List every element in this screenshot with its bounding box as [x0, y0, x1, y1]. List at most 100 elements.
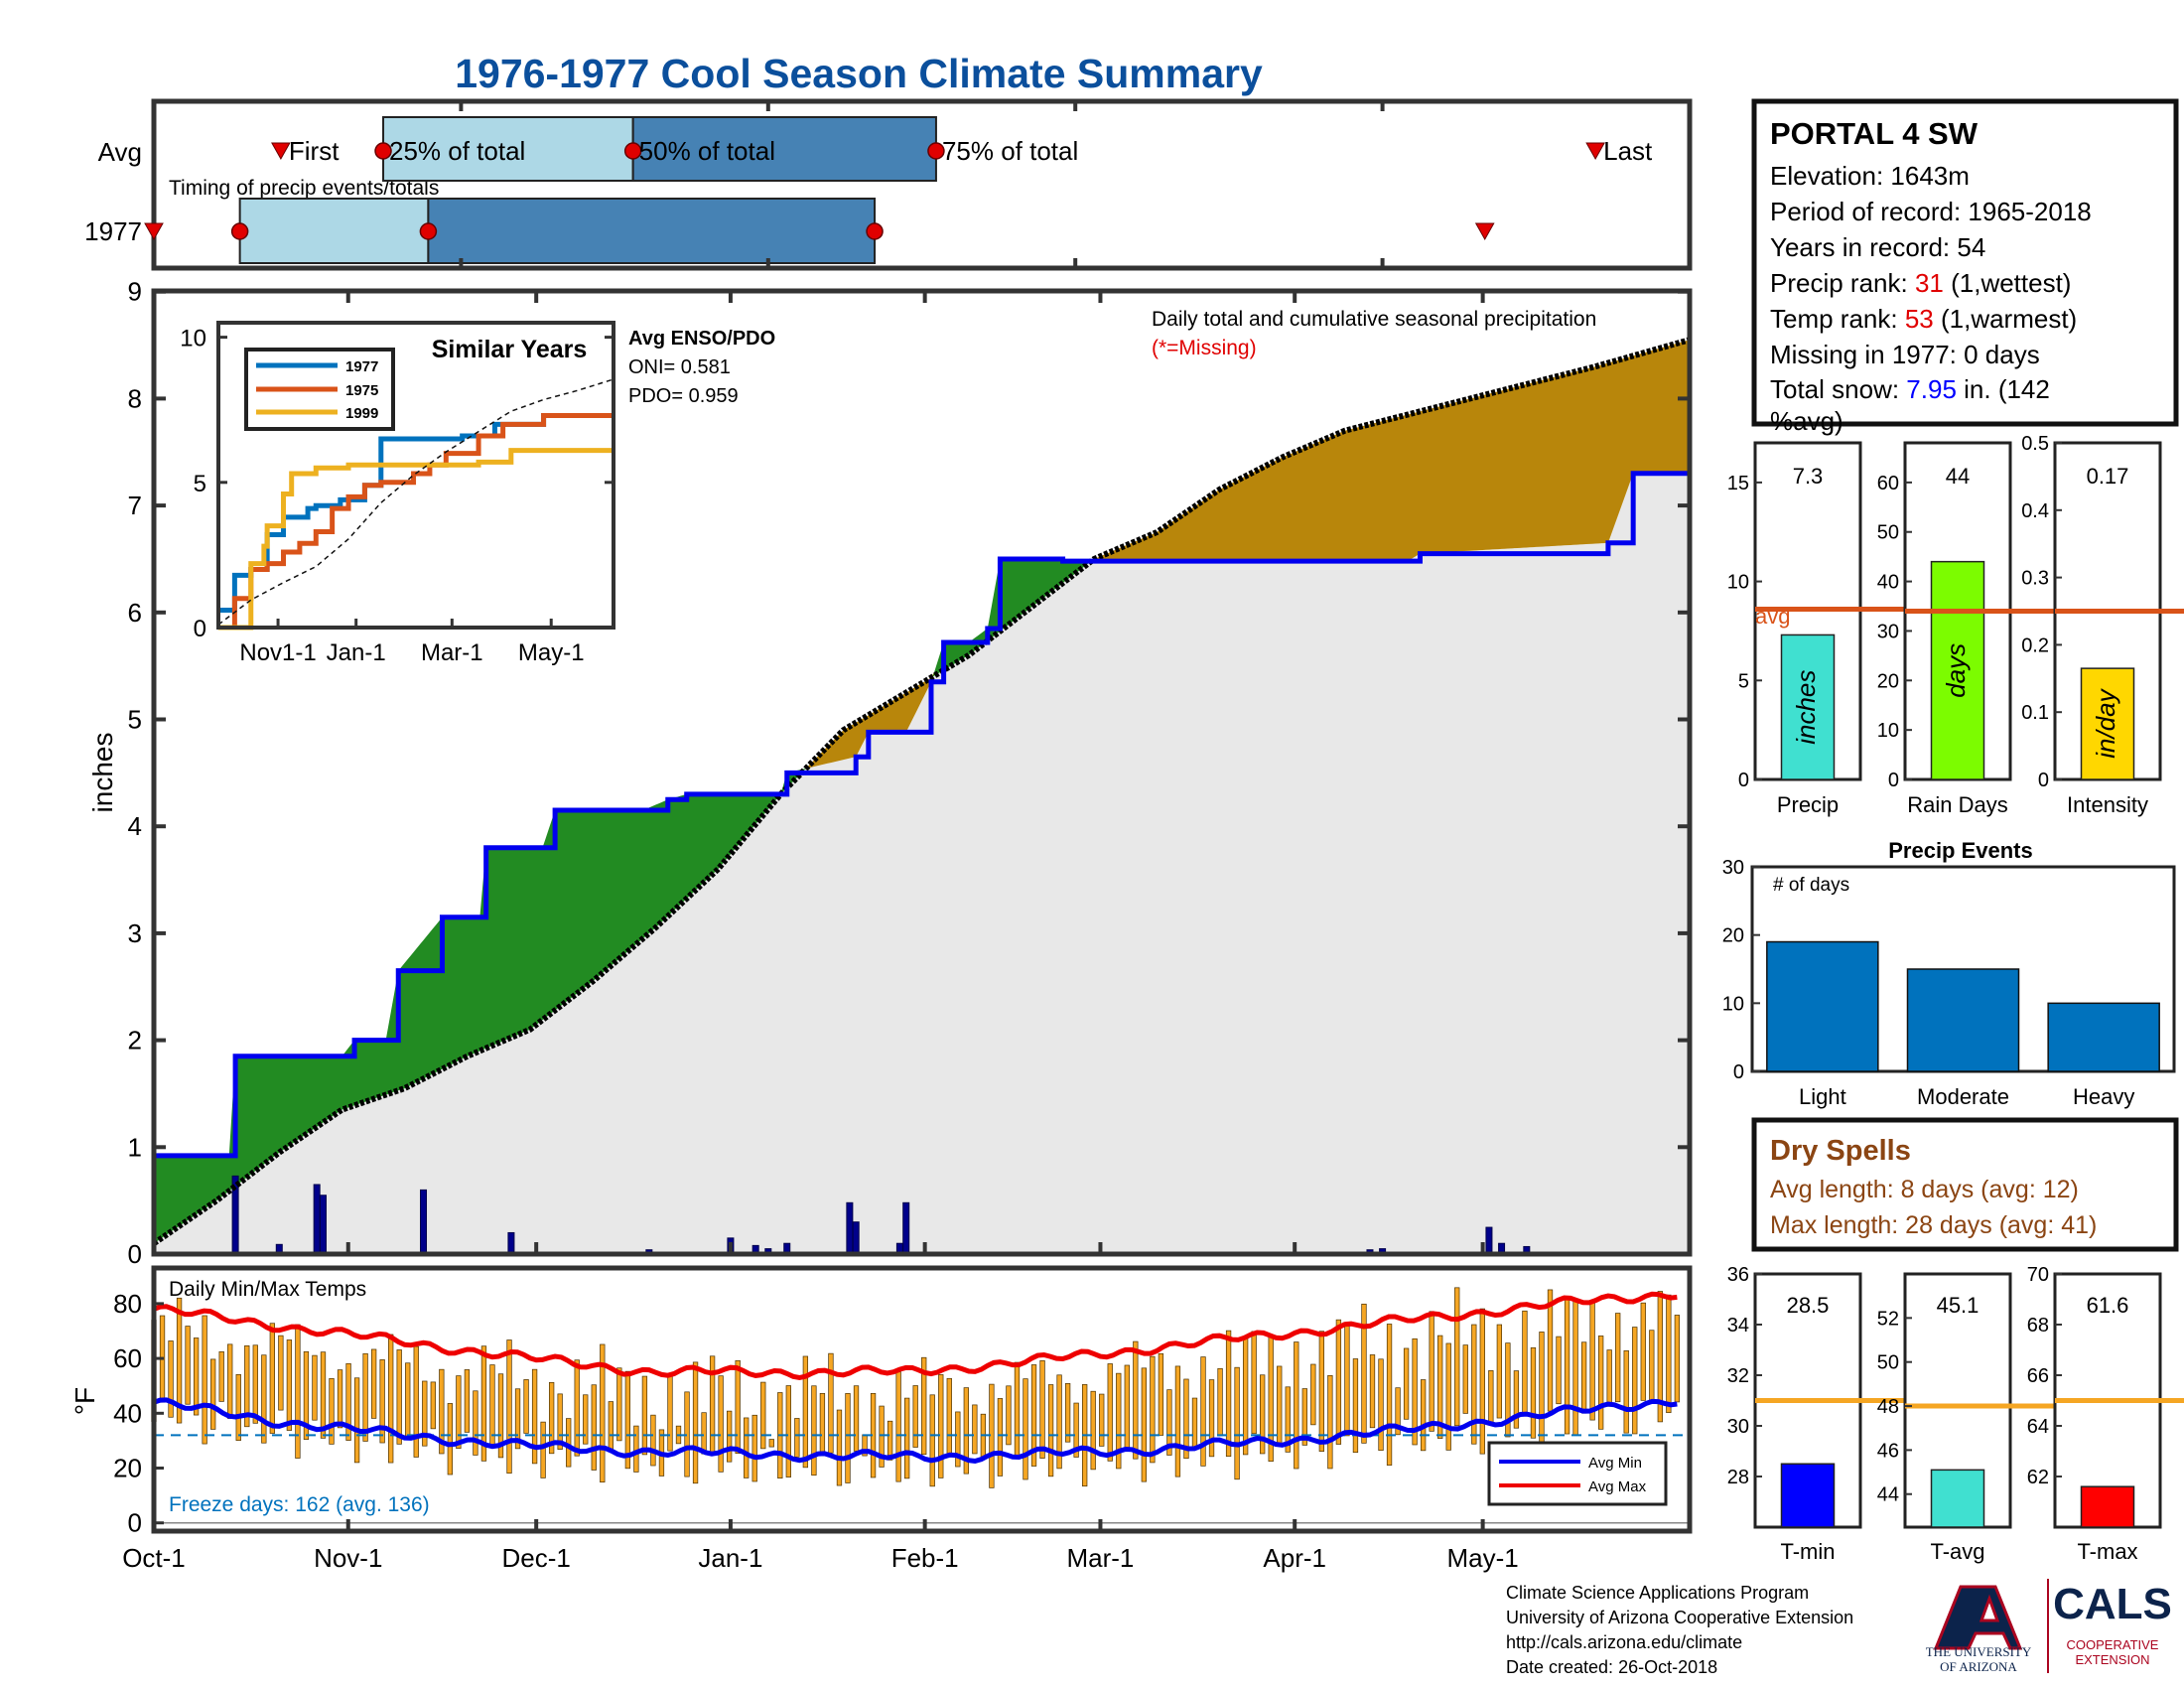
daily-temp-bar	[1445, 1342, 1451, 1451]
daily-temp-bar	[202, 1315, 207, 1445]
daily-temp-bar	[1361, 1303, 1367, 1444]
mini-tick-label: 0.2	[2021, 634, 2049, 656]
daily-temp-bar	[633, 1425, 639, 1473]
inset-y-tick-label: 5	[194, 471, 206, 497]
daily-temp-bar	[1208, 1379, 1215, 1458]
mini-avg-label: avg	[1755, 604, 1790, 629]
daily-temp-bar	[1301, 1388, 1307, 1446]
footer-line-1: Climate Science Applications Program	[1506, 1583, 1809, 1603]
daily-temp-bar	[1623, 1349, 1629, 1434]
month-tick-label: Feb-1	[891, 1543, 959, 1573]
avg-min-line	[153, 1397, 1678, 1465]
daily-temp-bar	[1530, 1346, 1537, 1439]
daily-temp-bar	[921, 1356, 927, 1456]
daily-temp-bar	[286, 1339, 293, 1431]
temp-y-label: °F	[69, 1387, 100, 1415]
daily-temp-bar	[557, 1393, 563, 1450]
mini-tick-label: 60	[1877, 473, 1899, 494]
event-tick-label: 30	[1722, 857, 1744, 879]
temp-frame	[151, 1265, 1693, 1534]
temp-mini-tick-label: 48	[1877, 1396, 1899, 1418]
station-years: Years in record: 54	[1770, 232, 1985, 262]
avg-first-label: First	[289, 136, 340, 166]
daily-temp-bar	[608, 1401, 614, 1452]
daily-temp-bar	[1547, 1289, 1554, 1412]
daily-temp-bar	[1479, 1308, 1485, 1455]
event-bar	[1766, 940, 1879, 1072]
daily-temp-bar	[836, 1409, 843, 1486]
dry-spells-box: Dry Spells Avg length: 8 days (avg: 12) …	[1751, 1117, 2179, 1252]
daily-temp-bar	[252, 1344, 258, 1424]
daily-temp-bar	[929, 1394, 935, 1487]
mini-bar-unit: days	[1941, 643, 1971, 698]
daily-temp-bar	[1580, 1341, 1587, 1414]
main-y-tick-label: 5	[128, 705, 142, 735]
page-title: 1976-1977 Cool Season Climate Summary	[455, 51, 1263, 96]
daily-temp-bar	[1150, 1355, 1156, 1464]
station-snow: Total snow: 7.95 in. (142	[1770, 374, 2050, 404]
dry-avg: Avg length: 8 days (avg: 12)	[1770, 1176, 2079, 1203]
daily-temp-bar	[1294, 1341, 1299, 1470]
ua-a-logo-icon	[1933, 1585, 2023, 1650]
daily-temp-bar	[566, 1418, 572, 1468]
daily-temp-bar	[1657, 1291, 1663, 1423]
cumulative-base-area	[154, 473, 1690, 1254]
year-first-half-box	[238, 198, 430, 264]
mini-tick-label: 0	[2038, 770, 2049, 791]
temp-mini-tick-label: 52	[1877, 1308, 1899, 1330]
daily-temp-bar	[591, 1384, 597, 1471]
daily-temp-bar	[616, 1367, 622, 1442]
temp-y-tick-label: 60	[113, 1343, 142, 1373]
daily-temp-bar	[1099, 1393, 1105, 1447]
daily-temp-bar	[904, 1397, 910, 1479]
daily-temp-bar	[1260, 1374, 1266, 1455]
mini-tick-label: 50	[1877, 522, 1899, 544]
temp-mini-value-label: 28.5	[1787, 1293, 1830, 1318]
inset-title: Similar Years	[432, 336, 588, 363]
daily-temp-bar	[751, 1414, 757, 1482]
daily-temp-bar	[667, 1374, 673, 1452]
daily-temp-bar	[1174, 1365, 1181, 1477]
temp-y-tick-label: 0	[128, 1508, 142, 1538]
mini-value-label: 44	[1946, 464, 1970, 489]
daily-temp-bar	[447, 1403, 453, 1476]
daily-temp-bar	[760, 1381, 766, 1450]
temp-mini-tick-label: 46	[1877, 1440, 1899, 1462]
temperature-panel: 0 20 40 60 80 Daily Min/Max Temps °F Freeze …	[69, 1265, 1693, 1538]
month-tick-label: Nov-1	[314, 1543, 382, 1573]
daily-temp-bar	[370, 1348, 377, 1419]
event-category-label: Heavy	[2073, 1084, 2134, 1109]
daily-temp-bar	[422, 1380, 428, 1447]
daily-temp-bar	[1030, 1364, 1037, 1467]
daily-temp-bar	[735, 1359, 741, 1455]
daily-temp-bar	[811, 1385, 817, 1477]
inset-x-tick-label: Jan-1	[327, 639, 386, 666]
daily-temp-bar	[473, 1390, 478, 1456]
temp-mini-tick-label: 28	[1727, 1467, 1749, 1488]
daily-temp-bar	[1488, 1370, 1494, 1425]
daily-temp-bar	[1615, 1313, 1621, 1403]
daily-temp-bar	[1023, 1378, 1028, 1480]
cals-line-1: COOPERATIVE	[2067, 1637, 2159, 1652]
avg-25-marker	[374, 142, 392, 160]
daily-temp-bar	[1335, 1319, 1342, 1445]
year-cumulative-line	[154, 471, 1690, 1159]
temp-mini-value-label: 45.1	[1937, 1293, 1979, 1318]
daily-temp-bar	[1395, 1387, 1401, 1436]
mini-value-label: 0.17	[2087, 464, 2129, 489]
daily-temp-bar	[1039, 1359, 1045, 1459]
year-50-marker	[419, 222, 438, 240]
daily-temp-bar	[430, 1381, 436, 1430]
temp-y-tick-label: 20	[113, 1454, 142, 1483]
avg-last-marker	[1585, 142, 1605, 161]
daily-temp-bar	[320, 1351, 327, 1439]
temp-mini-value-label: 61.6	[2087, 1293, 2129, 1318]
daily-precip-bar	[507, 1231, 515, 1255]
daily-temp-bar	[1090, 1390, 1096, 1471]
avg-first-half-box	[382, 116, 634, 182]
daily-temp-bar	[210, 1358, 216, 1430]
daily-temp-bar	[1133, 1340, 1139, 1460]
mini-tick-label: 10	[1727, 572, 1749, 594]
daily-temp-bar	[1310, 1363, 1316, 1426]
daily-temp-bar	[1242, 1336, 1249, 1456]
